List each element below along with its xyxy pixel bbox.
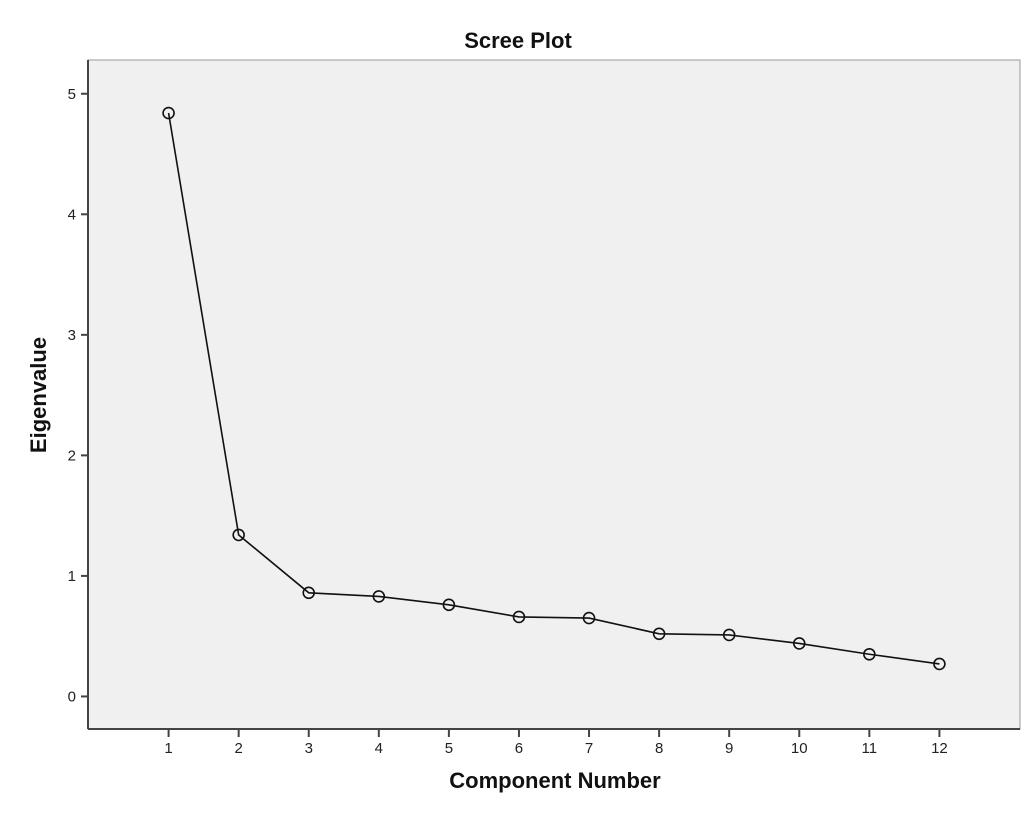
data-point-9 (722, 628, 736, 642)
x-tick-label: 7 (585, 740, 593, 757)
data-point-6 (512, 610, 526, 624)
y-tick-label: 5 (68, 86, 76, 103)
x-tick-label: 1 (164, 740, 172, 757)
plot-area (87, 59, 1021, 730)
x-tick-label: 11 (862, 740, 878, 757)
chart-title: Scree Plot (464, 28, 572, 53)
x-tick-label: 2 (234, 740, 242, 757)
x-tick-label: 9 (725, 740, 733, 757)
x-tick-label: 4 (375, 740, 383, 757)
x-axis-title: Component Number (449, 768, 661, 793)
data-point-3 (302, 586, 316, 600)
data-point-1 (162, 106, 175, 120)
y-axis-title: Eigenvalue (26, 337, 51, 453)
y-tick-label: 2 (68, 447, 76, 464)
x-tick-label: 5 (445, 740, 453, 757)
data-point-2 (232, 528, 245, 542)
x-tick-label: 10 (791, 740, 808, 757)
data-point-7 (582, 611, 596, 625)
y-tick-label: 4 (68, 206, 76, 223)
data-point-4 (372, 590, 386, 603)
x-tick-label: 3 (305, 740, 313, 757)
y-tick-label: 3 (68, 327, 76, 344)
data-point-5 (442, 598, 456, 612)
data-point-12 (933, 657, 946, 671)
y-tick-label: 0 (68, 688, 76, 705)
x-tick-label: 6 (515, 740, 523, 757)
y-tick-label: 1 (68, 568, 76, 585)
eigenvalue-line (167, 112, 940, 665)
data-point-11 (863, 647, 876, 661)
data-point-10 (792, 637, 806, 650)
data-point-8 (652, 627, 666, 641)
x-tick-label: 8 (655, 740, 663, 757)
x-tick-label: 12 (931, 740, 948, 757)
